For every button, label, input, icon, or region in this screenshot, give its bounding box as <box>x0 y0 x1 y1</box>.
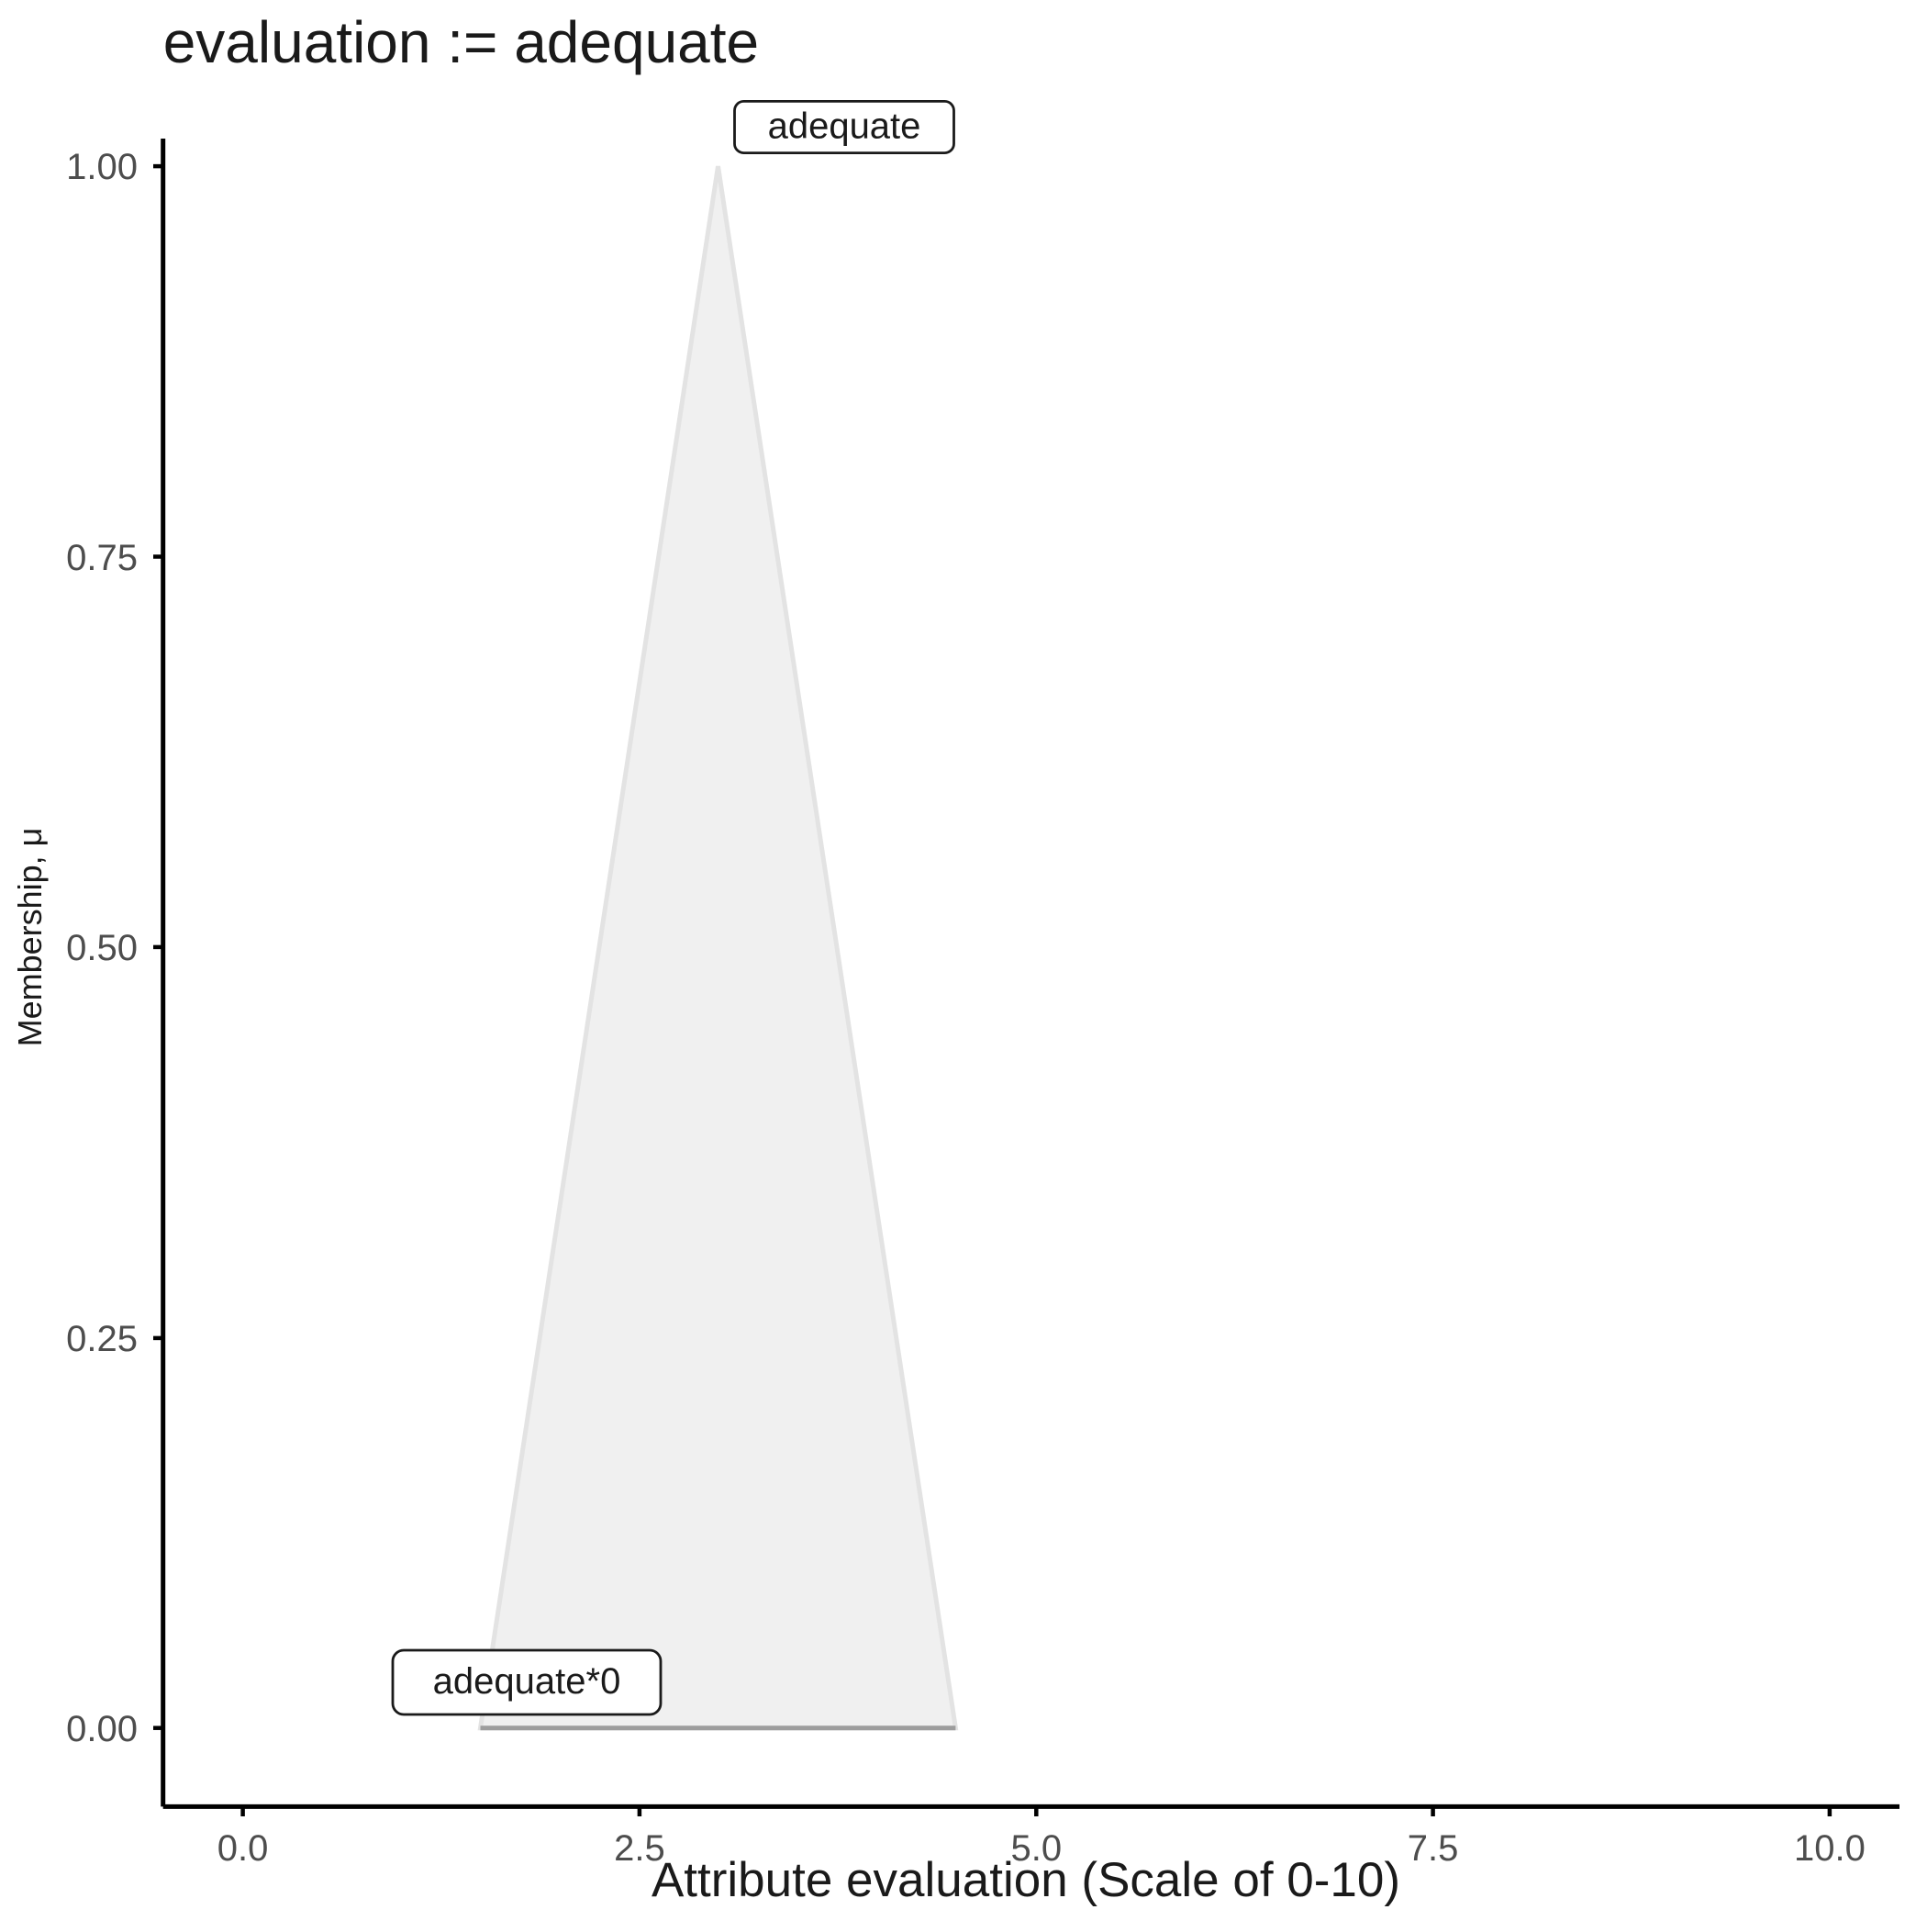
svg-text:adequate: adequate <box>768 106 921 147</box>
svg-text:7.5: 7.5 <box>1408 1828 1459 1869</box>
svg-text:1.00: 1.00 <box>66 147 138 187</box>
svg-text:0.25: 0.25 <box>66 1319 138 1359</box>
svg-text:0.00: 0.00 <box>66 1709 138 1749</box>
svg-text:evaluation := adequate: evaluation := adequate <box>163 9 759 75</box>
svg-text:Membership, μ: Membership, μ <box>11 828 49 1047</box>
svg-text:0.0: 0.0 <box>217 1828 269 1869</box>
svg-text:adequate*0: adequate*0 <box>433 1661 621 1702</box>
svg-text:10.0: 10.0 <box>1794 1828 1866 1869</box>
svg-text:0.75: 0.75 <box>66 538 138 578</box>
svg-text:Attribute evaluation (Scale of: Attribute evaluation (Scale of 0-10) <box>652 1853 1400 1907</box>
svg-text:0.50: 0.50 <box>66 928 138 968</box>
